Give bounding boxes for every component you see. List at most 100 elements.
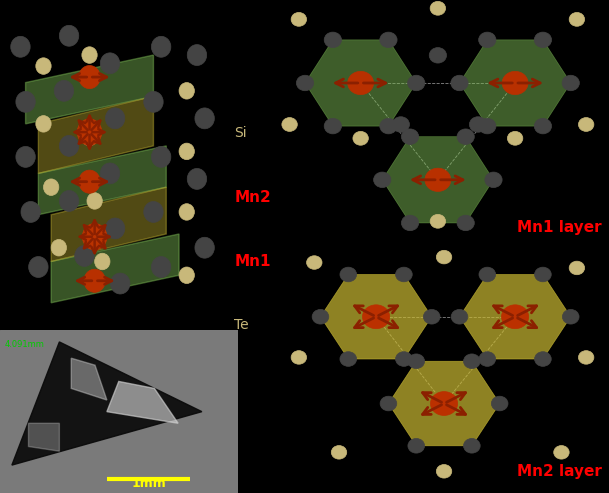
Circle shape [479,352,496,366]
Polygon shape [382,137,493,223]
Circle shape [82,223,107,250]
Circle shape [463,354,480,369]
Polygon shape [38,96,153,174]
Circle shape [479,32,496,48]
Circle shape [82,47,97,63]
Circle shape [535,352,551,366]
Text: Mn2 layer: Mn2 layer [516,464,602,479]
Polygon shape [460,275,571,359]
Circle shape [152,256,171,278]
Polygon shape [29,423,60,451]
Circle shape [457,129,474,144]
Circle shape [569,12,585,26]
Text: 1mm: 1mm [131,477,166,490]
Polygon shape [51,234,179,303]
Circle shape [485,172,502,187]
Circle shape [144,202,163,222]
Circle shape [430,1,446,15]
Circle shape [535,267,551,282]
Text: Si: Si [234,126,247,140]
Circle shape [43,179,59,195]
Circle shape [312,310,329,324]
Circle shape [340,267,357,282]
Circle shape [491,396,508,411]
Circle shape [179,267,194,283]
Circle shape [87,193,102,209]
Circle shape [408,354,424,369]
Text: Mn2: Mn2 [234,190,271,205]
Circle shape [11,36,30,57]
Circle shape [451,310,468,324]
Circle shape [407,75,425,91]
Circle shape [282,117,297,132]
Circle shape [100,163,120,184]
Circle shape [431,391,457,416]
Circle shape [54,80,74,101]
Circle shape [306,256,322,269]
Circle shape [187,169,206,189]
Circle shape [362,305,390,329]
Circle shape [79,170,100,193]
Circle shape [79,66,100,89]
Circle shape [396,352,412,366]
Circle shape [340,352,357,366]
Polygon shape [71,358,107,400]
Polygon shape [51,187,166,261]
Circle shape [562,75,579,91]
Circle shape [429,48,446,63]
Circle shape [534,32,552,48]
Polygon shape [12,342,202,465]
Circle shape [324,118,342,134]
Polygon shape [320,275,432,359]
Circle shape [77,119,102,145]
Circle shape [51,240,66,256]
Circle shape [36,116,51,132]
Circle shape [105,108,125,129]
Circle shape [423,310,440,324]
Circle shape [59,190,79,211]
Circle shape [373,172,391,187]
Circle shape [291,351,306,364]
Polygon shape [107,382,178,423]
Circle shape [110,273,130,294]
Text: Mn1: Mn1 [234,254,271,269]
Circle shape [408,438,424,453]
Circle shape [479,267,496,282]
Circle shape [291,12,306,26]
Circle shape [82,129,97,146]
Circle shape [59,25,79,46]
Circle shape [554,446,569,459]
Circle shape [479,118,496,134]
Circle shape [401,215,419,231]
Circle shape [569,261,585,275]
Circle shape [380,118,397,134]
Circle shape [195,108,214,129]
Circle shape [534,118,552,134]
Circle shape [579,117,594,132]
Circle shape [507,132,523,145]
Circle shape [436,464,452,478]
Circle shape [100,53,120,74]
Circle shape [579,351,594,364]
Circle shape [84,269,105,292]
Circle shape [16,91,35,112]
Text: Te: Te [234,318,249,332]
Circle shape [29,256,48,278]
Circle shape [353,132,368,145]
Circle shape [331,446,347,459]
Circle shape [562,310,579,324]
Text: Mn1 layer: Mn1 layer [517,220,602,235]
Circle shape [36,58,51,74]
Circle shape [59,136,79,156]
Circle shape [144,91,163,112]
Circle shape [179,83,194,99]
Circle shape [297,75,314,91]
Circle shape [380,396,397,411]
Circle shape [105,218,125,239]
Circle shape [21,202,40,222]
Polygon shape [305,40,416,126]
Circle shape [179,204,194,220]
Circle shape [502,71,528,95]
Circle shape [152,146,171,167]
Text: 4.091mm: 4.091mm [5,340,44,349]
